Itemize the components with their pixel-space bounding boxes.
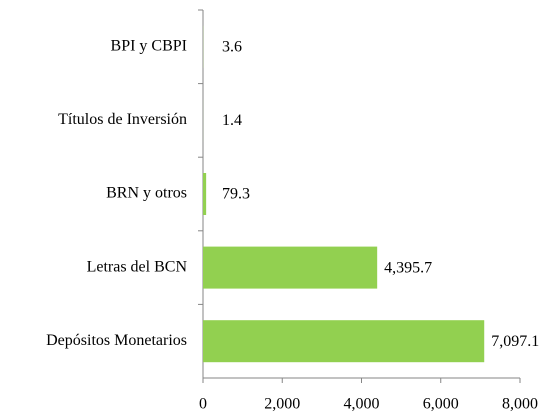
y-tick-label: Depósitos Monetarios <box>46 332 187 349</box>
value-label: 1.4 <box>222 112 242 129</box>
x-tick-label: 4,000 <box>344 396 380 413</box>
x-tick-label: 0 <box>199 396 207 413</box>
value-label: 7,097.1 <box>491 333 539 350</box>
value-label: 79.3 <box>222 186 250 203</box>
bar <box>203 246 378 289</box>
y-tick-label: BPI y CBPI <box>111 37 187 54</box>
bar <box>203 173 207 215</box>
x-tick-label: 6,000 <box>423 396 459 413</box>
x-tick-label: 8,000 <box>502 396 538 413</box>
x-tick-label: 2,000 <box>264 396 300 413</box>
bar <box>203 320 485 363</box>
y-tick-label: Letras del BCN <box>87 258 188 275</box>
value-label: 4,395.7 <box>384 259 432 276</box>
y-tick-label: BRN y otros <box>106 185 187 202</box>
value-label: 3.6 <box>222 38 242 55</box>
y-tick-label: Títulos de Inversión <box>58 111 187 128</box>
